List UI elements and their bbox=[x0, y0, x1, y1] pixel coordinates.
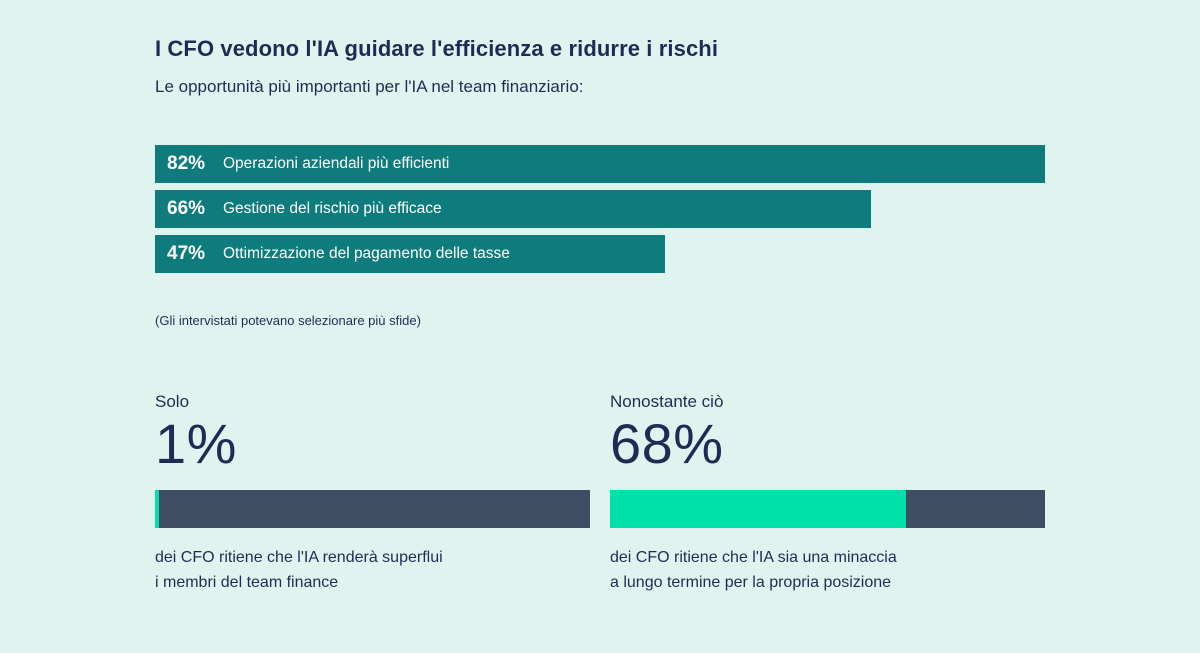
stat-lead: Nonostante ciò bbox=[610, 392, 1045, 412]
stat-superfluous: Solo 1% dei CFO ritiene che l'IA renderà… bbox=[155, 392, 590, 596]
bar-category-label: Ottimizzazione del pagamento delle tasse bbox=[223, 245, 510, 263]
bar-fill: 47% Ottimizzazione del pagamento delle t… bbox=[155, 235, 665, 273]
stat-caption: dei CFO ritiene che l'IA renderà superfl… bbox=[155, 546, 590, 596]
stat-value: 1% bbox=[155, 416, 590, 472]
bar-value-label: 66% bbox=[167, 198, 223, 220]
bar-value-label: 82% bbox=[167, 153, 223, 175]
page-subtitle: Le opportunità più importanti per l'IA n… bbox=[155, 77, 1200, 97]
bar-row: 47% Ottimizzazione del pagamento delle t… bbox=[155, 235, 1045, 273]
bar-category-label: Gestione del rischio più efficace bbox=[223, 200, 442, 218]
survey-note: (Gli intervistati potevano selezionare p… bbox=[155, 313, 1200, 328]
stat-value: 68% bbox=[610, 416, 1045, 472]
stat-bar-fill bbox=[610, 490, 906, 528]
bar-row: 66% Gestione del rischio più efficace bbox=[155, 190, 1045, 228]
stat-bar-fill bbox=[155, 490, 159, 528]
bar-category-label: Operazioni aziendali più efficienti bbox=[223, 155, 449, 173]
stat-threat: Nonostante ciò 68% dei CFO ritiene che l… bbox=[610, 392, 1045, 596]
opportunities-bar-chart: 82% Operazioni aziendali più efficienti … bbox=[155, 145, 1045, 273]
page-title: I CFO vedono l'IA guidare l'efficienza e… bbox=[155, 36, 1200, 62]
infographic: I CFO vedono l'IA guidare l'efficienza e… bbox=[0, 0, 1200, 596]
bar-value-label: 47% bbox=[167, 243, 223, 265]
bar-fill: 66% Gestione del rischio più efficace bbox=[155, 190, 871, 228]
stat-bar bbox=[155, 490, 590, 528]
stats-row: Solo 1% dei CFO ritiene che l'IA renderà… bbox=[155, 392, 1200, 596]
stat-caption: dei CFO ritiene che l'IA sia una minacci… bbox=[610, 546, 1045, 596]
stat-bar bbox=[610, 490, 1045, 528]
bar-row: 82% Operazioni aziendali più efficienti bbox=[155, 145, 1045, 183]
stat-lead: Solo bbox=[155, 392, 590, 412]
bar-fill: 82% Operazioni aziendali più efficienti bbox=[155, 145, 1045, 183]
